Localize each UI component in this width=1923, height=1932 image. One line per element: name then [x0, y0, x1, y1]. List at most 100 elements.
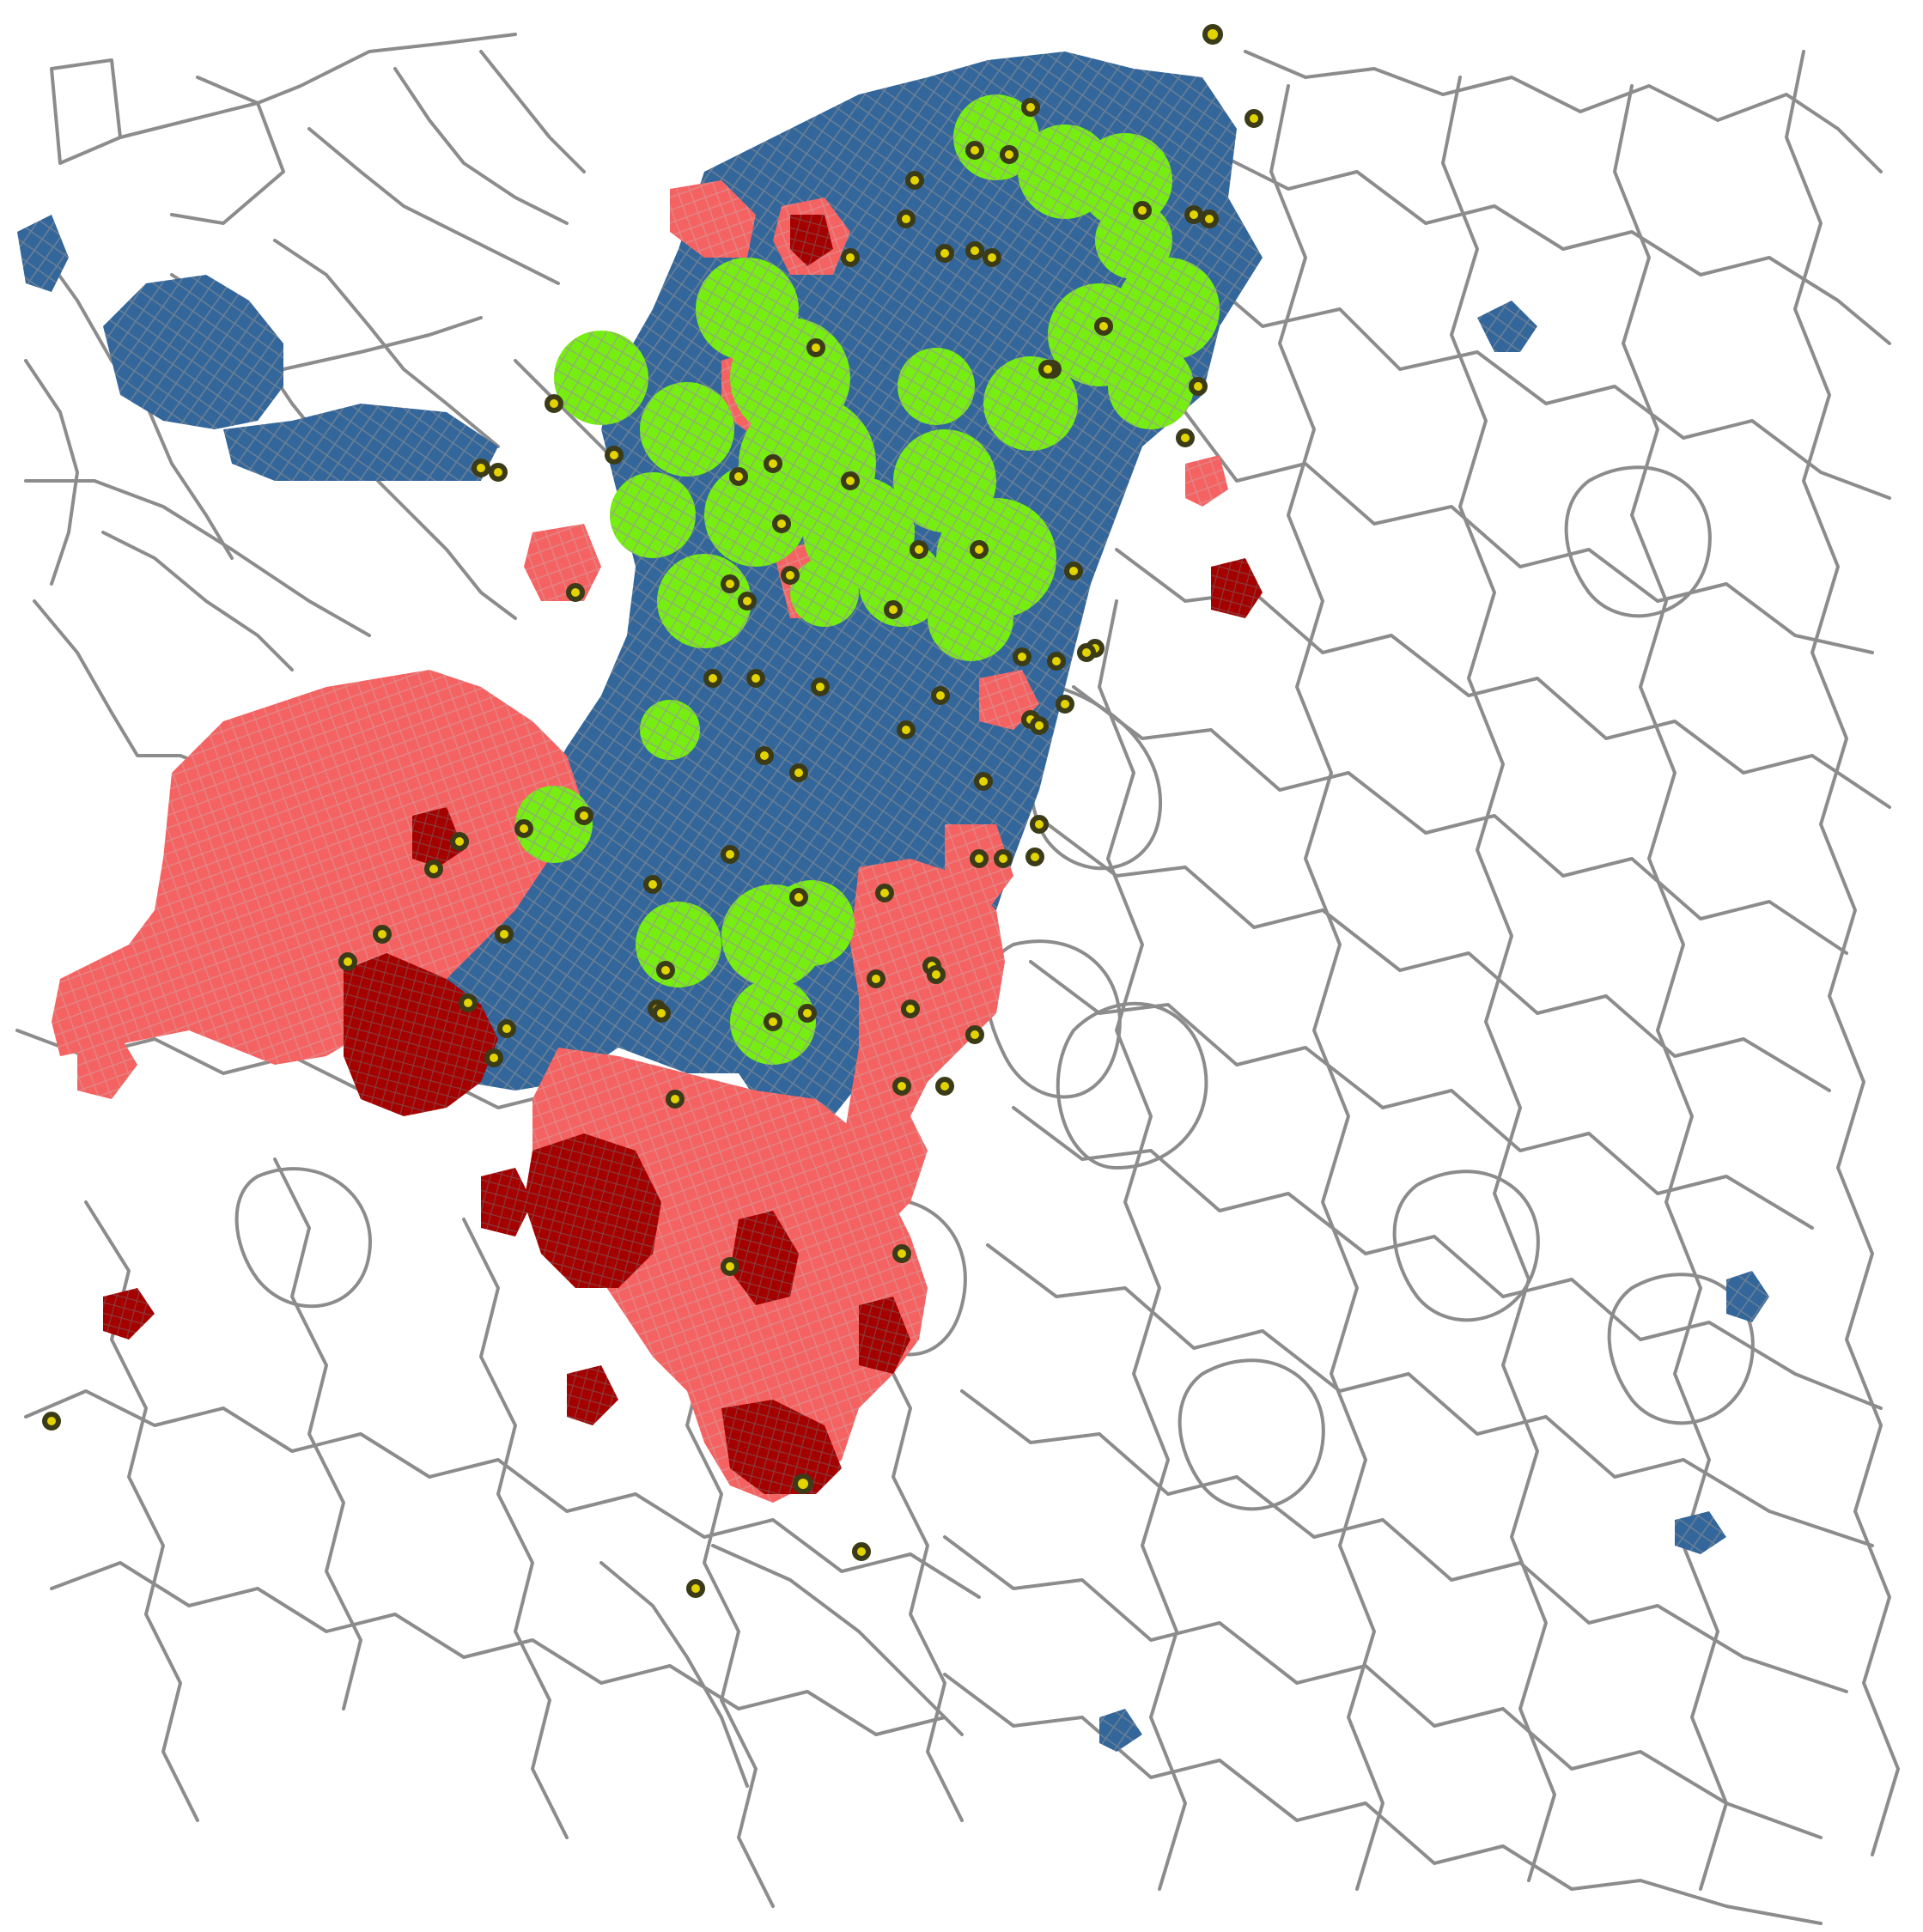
road-network-layer: [15, 33, 1900, 1925]
facility-marker: [424, 860, 443, 878]
facility-marker: [935, 1077, 954, 1096]
dark-red-zone-south-2: [481, 1168, 532, 1236]
facility-marker: [935, 244, 954, 263]
facility-marker: [884, 600, 903, 619]
facility-marker: [1202, 24, 1223, 45]
facility-marker: [1056, 695, 1074, 714]
green-blob: [790, 558, 859, 627]
green-blob: [610, 472, 696, 558]
dark-red-zone-center-pocket: [790, 215, 833, 266]
facility-marker-layer: [42, 24, 1263, 1598]
light-red-zone-southwest-tail: [77, 1022, 137, 1099]
facility-marker: [798, 1004, 817, 1023]
facility-marker: [484, 1048, 503, 1067]
facility-marker: [545, 394, 563, 413]
green-blob: [898, 348, 975, 425]
facility-marker: [965, 1025, 984, 1044]
facility-marker: [338, 952, 357, 971]
facility-marker: [974, 772, 993, 791]
blue-zone-northwest-town: [103, 275, 283, 429]
light-red-zone-southeast-edge: [842, 859, 1005, 1236]
facility-marker: [793, 1473, 813, 1494]
facility-marker: [450, 832, 469, 851]
facility-marker: [772, 514, 791, 533]
blue-zone-se-town-2: [1675, 1511, 1726, 1554]
facility-marker: [970, 540, 989, 559]
facility-marker: [1094, 317, 1113, 336]
facility-marker: [1021, 98, 1040, 117]
green-blob: [636, 902, 721, 987]
green-blob: [928, 575, 1013, 661]
facility-marker: [1176, 428, 1195, 447]
blue-zone-s-town: [1099, 1709, 1142, 1752]
facility-marker: [495, 925, 514, 944]
blue-zone-se-town-1: [1726, 1271, 1769, 1322]
dark-red-layer: [103, 215, 1263, 1494]
facility-marker: [970, 849, 989, 868]
facility-marker: [656, 961, 675, 980]
green-blob: [983, 356, 1078, 451]
light-red-zone-east-edge: [1185, 455, 1228, 507]
facility-marker: [686, 1579, 705, 1598]
facility-marker: [729, 467, 748, 486]
facility-marker: [575, 806, 593, 825]
green-blob: [1108, 343, 1194, 429]
facility-marker: [1047, 652, 1066, 671]
facility-marker: [789, 888, 808, 907]
dark-red-zone-south-4: [721, 1400, 842, 1494]
facility-marker: [994, 849, 1013, 868]
facility-marker: [652, 1004, 671, 1023]
facility-marker: [910, 540, 928, 559]
light-red-zone-southwest: [52, 670, 584, 1065]
facility-marker: [905, 171, 924, 190]
facility-marker: [841, 471, 860, 490]
facility-marker: [472, 459, 490, 477]
dark-red-zone-west-2: [412, 807, 464, 867]
facility-marker: [666, 1090, 685, 1109]
facility-marker: [643, 875, 662, 894]
facility-marker: [42, 1412, 61, 1431]
green-blob: [657, 554, 752, 648]
blue-zone-ne-town: [1477, 301, 1537, 352]
facility-marker: [1030, 815, 1049, 834]
facility-marker: [1030, 716, 1049, 735]
facility-marker: [459, 993, 478, 1012]
green-blob: [1117, 258, 1220, 361]
facility-marker: [373, 925, 392, 944]
facility-marker: [892, 1077, 911, 1096]
facility-marker: [1077, 643, 1096, 662]
facility-marker: [901, 999, 920, 1018]
facility-marker: [746, 669, 765, 688]
facility-marker: [983, 248, 1001, 267]
facility-marker: [1189, 377, 1208, 396]
facility-marker: [789, 763, 808, 782]
facility-marker: [566, 583, 585, 602]
dark-red-zone-south-3: [730, 1211, 799, 1305]
light-red-zone-center-left: [524, 524, 601, 601]
facility-marker: [764, 454, 782, 473]
facility-marker: [489, 463, 508, 482]
green-blob: [515, 786, 593, 863]
blue-zone-west-corridor: [223, 404, 498, 481]
dark-red-zone-south-5: [859, 1297, 910, 1374]
facility-marker: [514, 819, 533, 838]
facility-marker: [931, 686, 950, 705]
facility-marker: [897, 210, 916, 228]
facility-marker: [1038, 360, 1057, 379]
facility-marker: [965, 241, 984, 260]
dark-red-zone-lower: [567, 1365, 618, 1425]
facility-marker: [875, 884, 894, 902]
facility-marker: [897, 720, 916, 739]
facility-marker: [892, 1244, 911, 1263]
dark-red-zone-west-blob: [344, 953, 498, 1116]
facility-marker: [806, 338, 825, 357]
light-red-zone-north-left: [670, 180, 756, 258]
green-blob: [640, 382, 734, 477]
facility-marker: [811, 677, 830, 696]
facility-marker: [1133, 201, 1152, 220]
facility-marker: [721, 574, 739, 593]
facility-marker: [781, 566, 800, 585]
facility-marker: [1064, 562, 1083, 580]
facility-marker: [1013, 647, 1031, 666]
